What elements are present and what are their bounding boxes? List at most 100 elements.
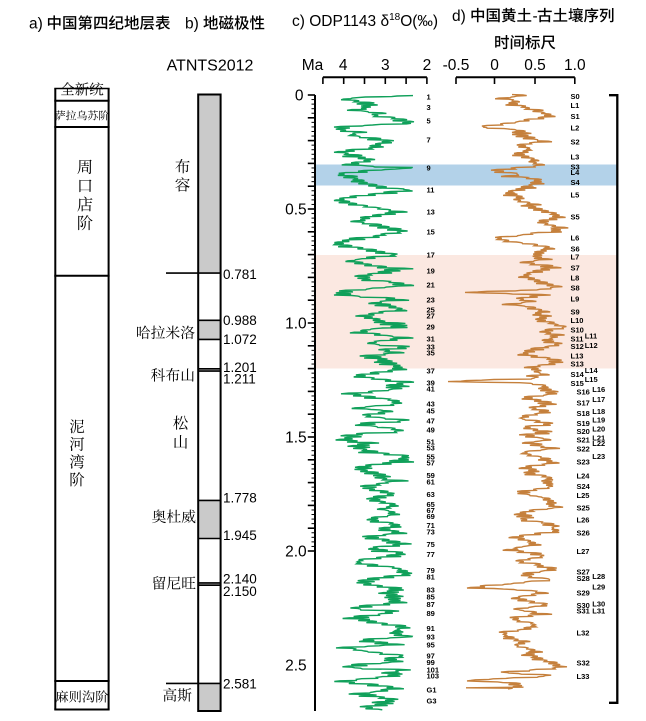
svg-text:S22: S22 — [577, 445, 590, 454]
svg-text:15: 15 — [427, 228, 435, 237]
svg-text:17: 17 — [427, 251, 435, 260]
svg-text:S8: S8 — [571, 284, 580, 293]
svg-text:S10: S10 — [571, 325, 584, 334]
svg-text:L25: L25 — [577, 491, 590, 500]
svg-text:L20: L20 — [592, 424, 605, 433]
svg-text:41: 41 — [427, 385, 435, 394]
svg-text:63: 63 — [427, 490, 435, 499]
svg-text:57: 57 — [427, 458, 435, 467]
svg-text:75: 75 — [427, 540, 435, 549]
svg-text:43: 43 — [427, 400, 435, 409]
svg-text:L7: L7 — [571, 253, 580, 262]
svg-text:L31: L31 — [592, 606, 605, 615]
svg-text:1.5: 1.5 — [285, 430, 307, 447]
svg-text:L3: L3 — [571, 153, 580, 162]
svg-text:0.5: 0.5 — [524, 57, 546, 74]
svg-text:-0.5: -0.5 — [443, 57, 470, 74]
svg-text:103: 103 — [427, 672, 440, 681]
svg-text:L12: L12 — [585, 341, 598, 350]
svg-text:31: 31 — [427, 335, 435, 344]
svg-text:39: 39 — [427, 378, 435, 387]
svg-text:S4: S4 — [571, 178, 581, 187]
svg-text:S29: S29 — [577, 588, 590, 597]
svg-text:S17: S17 — [577, 399, 590, 408]
svg-text:3: 3 — [427, 103, 431, 112]
svg-text:59: 59 — [427, 471, 435, 480]
svg-text:L10: L10 — [571, 316, 584, 325]
svg-text:27: 27 — [427, 312, 435, 321]
svg-text:S25: S25 — [577, 504, 590, 513]
svg-text:35: 35 — [427, 349, 435, 358]
svg-text:23: 23 — [427, 296, 435, 305]
svg-text:ATNTS2012: ATNTS2012 — [167, 58, 254, 75]
svg-text:2.150: 2.150 — [223, 584, 257, 599]
svg-text:L26: L26 — [577, 516, 590, 525]
svg-text:S5: S5 — [571, 213, 580, 222]
svg-text:11: 11 — [427, 186, 435, 195]
svg-text:L30: L30 — [592, 599, 605, 608]
svg-text:S31: S31 — [577, 607, 590, 616]
svg-text:L32: L32 — [577, 628, 590, 637]
svg-text:83: 83 — [427, 585, 435, 594]
svg-text:S26: S26 — [577, 529, 590, 538]
svg-text:G3: G3 — [427, 697, 437, 706]
svg-text:2.5: 2.5 — [285, 658, 307, 675]
svg-text:S0: S0 — [571, 92, 580, 101]
svg-text:L33: L33 — [577, 672, 590, 681]
svg-text:21: 21 — [427, 281, 435, 290]
svg-text:L8: L8 — [571, 274, 580, 283]
svg-text:L15: L15 — [585, 375, 598, 384]
svg-text:95: 95 — [427, 640, 435, 649]
svg-text:47: 47 — [427, 417, 435, 426]
svg-text:2.140: 2.140 — [223, 571, 257, 586]
svg-text:0.5: 0.5 — [285, 202, 307, 219]
svg-text:L21: L21 — [592, 434, 605, 443]
svg-text:L2: L2 — [571, 123, 580, 132]
svg-text:S13: S13 — [571, 360, 584, 369]
svg-text:101: 101 — [427, 665, 440, 674]
svg-text:d): d) — [452, 8, 466, 25]
svg-text:S15: S15 — [571, 379, 584, 388]
svg-text:S3: S3 — [571, 162, 580, 171]
svg-text:S16: S16 — [577, 388, 590, 397]
svg-text:71: 71 — [427, 521, 435, 530]
svg-text:4: 4 — [339, 57, 348, 74]
svg-text:19: 19 — [427, 267, 435, 276]
svg-text:79: 79 — [427, 566, 435, 575]
svg-text:9: 9 — [427, 164, 431, 173]
svg-text:L24: L24 — [577, 471, 591, 480]
svg-text:S21: S21 — [577, 436, 590, 445]
svg-text:85: 85 — [427, 592, 435, 601]
svg-text:13: 13 — [427, 208, 435, 217]
svg-text:S20: S20 — [577, 427, 590, 436]
svg-text:25: 25 — [427, 306, 435, 315]
svg-text:3: 3 — [381, 57, 390, 74]
svg-text:49: 49 — [427, 426, 435, 435]
svg-text:65: 65 — [427, 500, 435, 509]
svg-text:L27: L27 — [577, 547, 590, 556]
svg-text:1.778: 1.778 — [223, 491, 257, 506]
svg-text:87: 87 — [427, 600, 435, 609]
svg-text:S12: S12 — [571, 342, 584, 351]
svg-text:-: - — [533, 8, 538, 25]
svg-text:55: 55 — [427, 452, 435, 461]
svg-text:L6: L6 — [571, 234, 580, 243]
svg-text:L28: L28 — [592, 572, 605, 581]
svg-text:S24: S24 — [577, 482, 591, 491]
svg-text:L1: L1 — [571, 101, 580, 110]
svg-text:L22: L22 — [592, 439, 605, 448]
svg-text:Ma: Ma — [302, 57, 324, 74]
svg-text:0: 0 — [490, 57, 499, 74]
svg-text:S9: S9 — [571, 308, 580, 317]
svg-text:29: 29 — [427, 323, 435, 332]
svg-text:61: 61 — [427, 478, 435, 487]
svg-text:2.0: 2.0 — [285, 544, 307, 561]
svg-text:81: 81 — [427, 573, 435, 582]
svg-text:0: 0 — [295, 88, 304, 105]
svg-text:S2: S2 — [571, 137, 580, 146]
svg-text:L9: L9 — [571, 295, 580, 304]
svg-text:1.201: 1.201 — [223, 360, 257, 375]
svg-text:L4: L4 — [571, 168, 581, 177]
svg-text:L14: L14 — [585, 366, 599, 375]
svg-text:67: 67 — [427, 506, 435, 515]
